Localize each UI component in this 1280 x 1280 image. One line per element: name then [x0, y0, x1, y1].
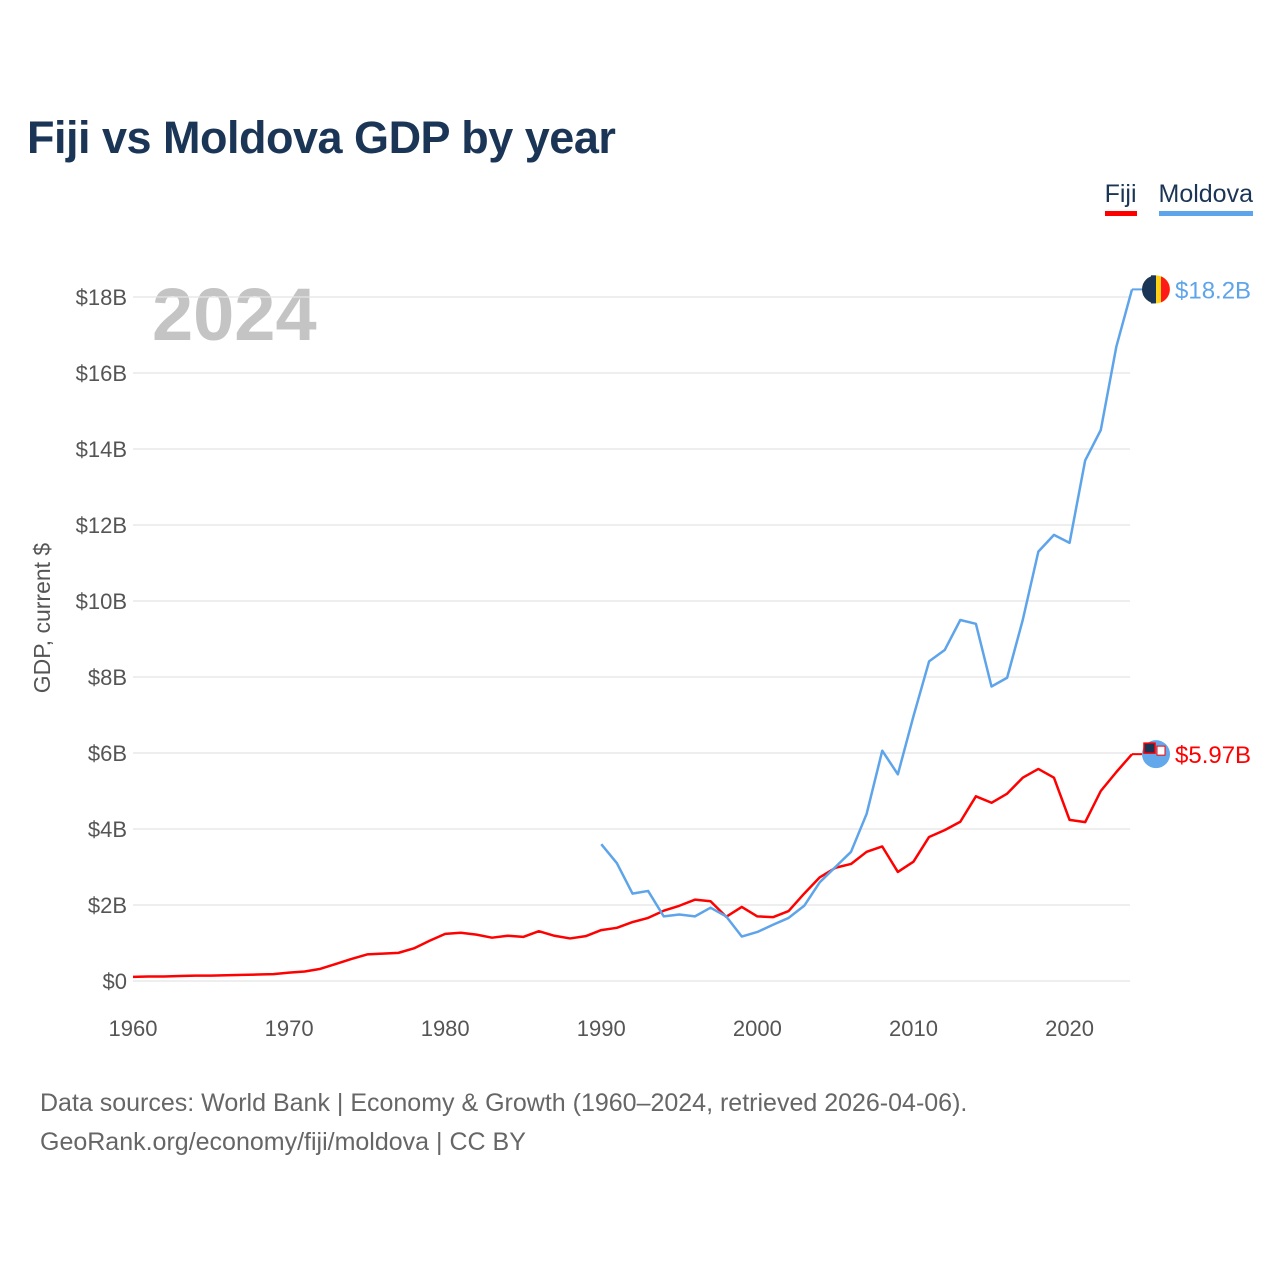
flag-red [1161, 276, 1170, 303]
y-tick-label: $10B [76, 589, 127, 614]
y-tick-label: $18B [76, 285, 127, 310]
x-tick-label: 1970 [265, 1016, 314, 1041]
y-tick-label: $6B [88, 741, 127, 766]
series-line-moldova [600, 289, 1134, 938]
y-axis-label: GDP, current $ [29, 543, 55, 694]
y-tick-label: $8B [88, 665, 127, 690]
source-line-2[interactable]: GeoRank.org/economy/fiji/moldova | CC BY [40, 1128, 526, 1156]
end-value-label: $5.97B [1175, 742, 1251, 769]
flag-shield [1156, 745, 1166, 756]
flag-blue-band [1151, 275, 1156, 304]
x-tick-label: 1960 [109, 1016, 158, 1041]
fiji-flag-icon [1142, 740, 1170, 769]
x-tick-label: 2010 [889, 1016, 938, 1041]
x-tick-label: 2000 [733, 1016, 782, 1041]
flag-blue [1142, 275, 1156, 304]
source-line-1: Data sources: World Bank | Economy & Gro… [40, 1089, 968, 1117]
legend-moldova[interactable]: Moldova [1158, 180, 1253, 216]
year-label: 2024 [152, 273, 317, 356]
end-value-label: $18.2B [1175, 277, 1251, 304]
y-tick-label: $2B [88, 893, 127, 918]
y-tick-label: $4B [88, 817, 127, 842]
chart-title: Fiji vs Moldova GDP by year [27, 112, 616, 163]
x-tick-label: 2020 [1045, 1016, 1094, 1041]
y-tick-label: $14B [76, 437, 127, 462]
line-chart: 2024 GDP, current $ $0 $2B $4B $6B $8B $10B $1… [29, 273, 1251, 1041]
source-note: Data sources: World Bank | Economy & Gro… [40, 1084, 967, 1162]
y-tick-label: $12B [76, 513, 127, 538]
series-line-fiji [132, 753, 1133, 979]
moldova-flag-icon [1142, 275, 1170, 304]
y-tick-label: $0 [103, 969, 127, 994]
x-tick-label: 1980 [421, 1016, 470, 1041]
legend: Fiji Moldova [1104, 180, 1253, 216]
y-tick-label: $16B [76, 361, 127, 386]
legend-fiji[interactable]: Fiji [1104, 180, 1137, 216]
flag-canton [1143, 742, 1156, 754]
x-tick-label: 1990 [577, 1016, 626, 1041]
